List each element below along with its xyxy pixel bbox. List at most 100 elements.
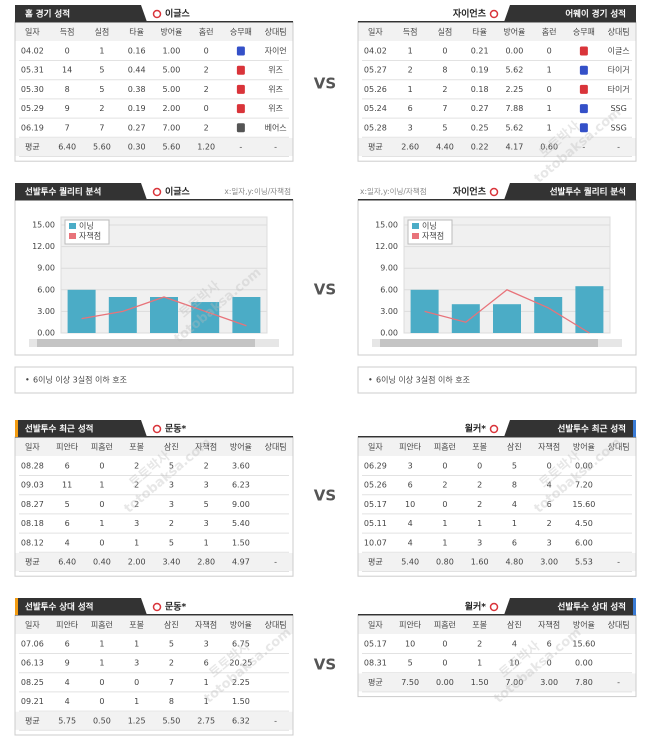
table-cell: 3 [169, 481, 174, 490]
table-cell: - [274, 558, 277, 567]
column-header: 자책점 [195, 442, 217, 452]
title-tab [504, 598, 636, 615]
table-header-bg [15, 23, 293, 41]
team-logo [152, 602, 162, 612]
table-cell: 2 [204, 462, 209, 471]
title-underline [358, 436, 636, 438]
table-cell: 1 [477, 519, 482, 528]
table-cell: 7.80 [575, 678, 593, 687]
table-cell: 08.28 [21, 462, 44, 471]
column-header: 일자 [25, 621, 40, 630]
legend-label: 자책점 [79, 231, 101, 241]
section-title: 선발투수 퀄리티 분석 [550, 187, 626, 198]
table-cell: 2.00 [128, 558, 146, 567]
table-cell: 0 [99, 500, 104, 509]
column-header: 승무패 [230, 27, 252, 37]
table-cell: 4 [547, 481, 552, 490]
result-icon [236, 104, 245, 114]
table-cell: 1 [512, 519, 517, 528]
table-cell: 5 [408, 659, 413, 668]
team-name: 윌커* [465, 601, 487, 613]
table-cell: 1 [442, 538, 447, 547]
table-cell: 4 [408, 519, 413, 528]
table-cell: 4 [65, 678, 70, 687]
table-cell: 05.11 [364, 519, 387, 528]
title-accent [633, 598, 636, 615]
table-cell: 05.27 [364, 66, 387, 75]
table-cell: 6.75 [232, 640, 250, 649]
title-underline [15, 436, 293, 438]
table-cell: 3 [408, 123, 413, 132]
table-cell: 5 [99, 66, 104, 75]
note-bullet: • [368, 376, 373, 385]
table-cell: 0.00 [505, 47, 523, 56]
table-cell: 0 [547, 462, 552, 471]
table-cell: 0 [204, 104, 209, 113]
table-cell: 9.00 [232, 500, 250, 509]
table-cell: 4.80 [505, 558, 523, 567]
table-cell: 6.00 [575, 538, 593, 547]
table-cell: 5 [512, 462, 517, 471]
table-cell: 8 [512, 481, 517, 490]
table-cell: 위즈 [268, 66, 283, 75]
legend-swatch [69, 233, 76, 239]
y-tick-label: 0.00 [380, 329, 398, 338]
table-cell: 0 [547, 47, 552, 56]
table-cell: 2.25 [505, 85, 523, 94]
table-cell: 2.60 [401, 143, 419, 152]
column-header: 득점 [60, 27, 75, 37]
chart-subtitle: x:일자,y:이닝/자책점 [360, 186, 427, 196]
title-accent [15, 420, 18, 437]
table-cell: 05.30 [21, 85, 44, 94]
column-header: 타율 [472, 28, 487, 37]
table-cell: 2 [442, 85, 447, 94]
table-cell: 0.60 [540, 143, 558, 152]
result-icon [236, 123, 245, 133]
title-underline [358, 21, 636, 23]
column-header: 포볼 [129, 620, 144, 630]
table-cell: 6 [204, 659, 209, 668]
vs-label: VS [314, 281, 336, 299]
table-cell: 15.60 [572, 640, 595, 649]
table-cell: 1.50 [232, 697, 250, 706]
line-series [81, 296, 247, 327]
table-cell: 4.97 [232, 558, 250, 567]
table-cell: 5.60 [93, 143, 111, 152]
table-cell: 0.16 [128, 47, 146, 56]
column-header: 득점 [403, 27, 418, 37]
result-icon [579, 104, 588, 114]
table-cell: 1.50 [232, 538, 250, 547]
table-cell: 9 [65, 659, 70, 668]
table-header-bg [15, 438, 293, 456]
table-cell: 0.27 [471, 104, 489, 113]
section-title: 선발투수 상대 성적 [25, 602, 93, 613]
title-tab [504, 5, 636, 22]
table-cell: 04.02 [21, 47, 44, 56]
table-cell: 타이거 [608, 65, 630, 75]
table-cell: 0 [442, 659, 447, 668]
table-header-bg [358, 438, 636, 456]
table-cell: 7.50 [401, 678, 419, 687]
column-header: 홈런 [542, 27, 557, 37]
table-cell: 1 [547, 123, 552, 132]
team-logo [152, 424, 162, 434]
bar [493, 304, 521, 333]
table-cell: 5.75 [58, 716, 76, 725]
table-cell: 1.00 [162, 47, 180, 56]
average-row-bg [358, 138, 636, 156]
table-cell: 05.28 [364, 123, 387, 132]
bar [451, 304, 480, 333]
team-name: 윌커* [465, 423, 487, 435]
table-cell: 3 [547, 538, 552, 547]
title-tab [504, 420, 636, 437]
table-cell: 0 [442, 462, 447, 471]
column-header: 자책점 [538, 620, 560, 630]
result-icon [579, 65, 588, 75]
table-cell: SSG [610, 104, 626, 113]
vs-label: VS [314, 656, 336, 674]
table-cell: 1 [204, 538, 209, 547]
table-cell: 베어스 [265, 122, 287, 132]
y-tick-label: 15.00 [32, 221, 55, 230]
table-cell: 1.60 [471, 558, 489, 567]
column-header: 포볼 [472, 442, 487, 452]
